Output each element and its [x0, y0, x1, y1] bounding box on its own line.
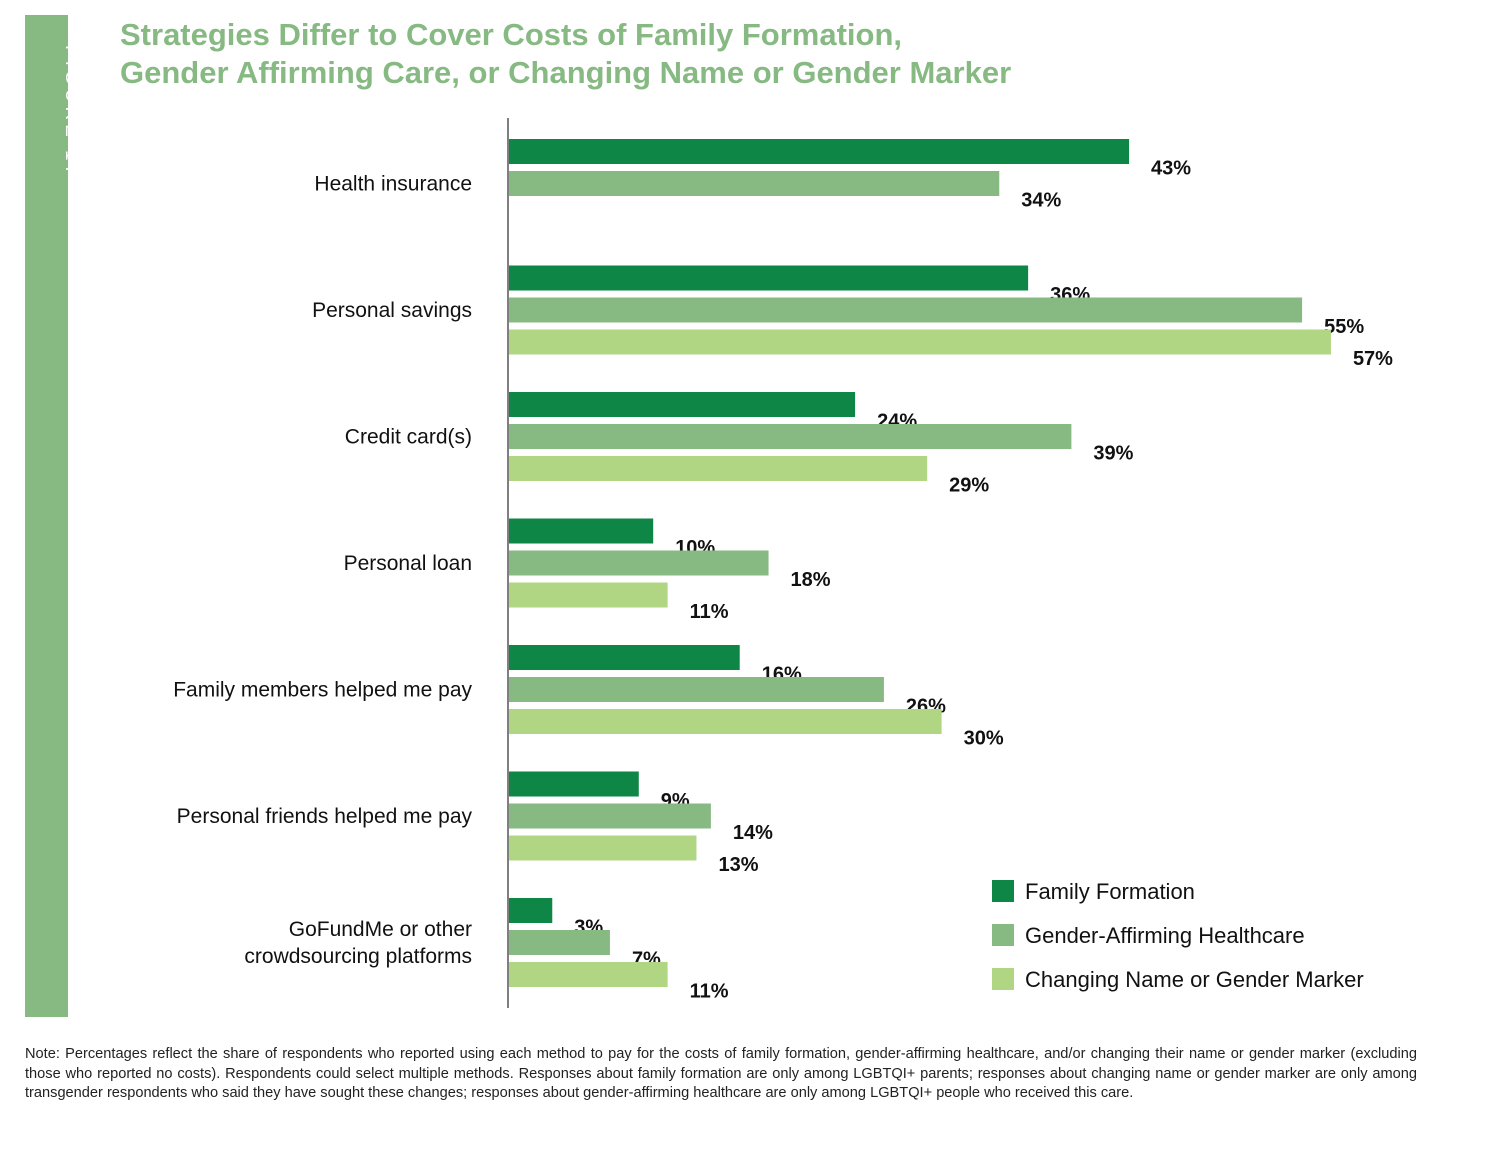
data-label: 30% — [964, 728, 1004, 750]
bar — [509, 139, 1130, 164]
bar — [509, 898, 553, 923]
data-label: 57% — [1353, 348, 1393, 370]
data-label: 11% — [690, 981, 729, 1003]
bar — [509, 329, 1331, 355]
bar — [509, 265, 1029, 291]
bar — [509, 171, 1000, 196]
data-label: 14% — [733, 822, 773, 844]
bar — [509, 962, 668, 987]
bar — [509, 456, 928, 481]
legend-label: Family Formation — [1025, 879, 1195, 904]
data-label: 13% — [718, 854, 758, 876]
chart-title-line-1: Strategies Differ to Cover Costs of Fami… — [120, 17, 903, 52]
data-label: 55% — [1324, 316, 1364, 338]
bar — [509, 709, 942, 734]
legend-swatch — [992, 924, 1014, 946]
legend-swatch — [992, 880, 1014, 902]
bar — [509, 771, 639, 797]
category-label: crowdsourcing platforms — [244, 945, 472, 968]
bar — [509, 518, 654, 544]
legend-label: Changing Name or Gender Marker — [1025, 967, 1364, 992]
data-label: 29% — [949, 475, 989, 497]
chart-title: Strategies Differ to Cover Costs of Fami… — [120, 16, 1011, 92]
category-label: GoFundMe or other — [289, 918, 472, 941]
bar — [509, 582, 668, 608]
data-label: 34% — [1021, 190, 1061, 212]
bar — [509, 392, 856, 417]
chart-note: Note: Percentages reflect the share of r… — [25, 1046, 1417, 1101]
bar — [509, 297, 1303, 323]
category-label: Health insurance — [314, 173, 472, 196]
chart-title-line-2: Gender Affirming Care, or Changing Name … — [120, 55, 1012, 90]
data-label: 11% — [690, 601, 729, 623]
data-label: 18% — [791, 569, 831, 591]
bar — [509, 930, 610, 955]
category-label: Personal savings — [312, 299, 472, 322]
category-label: Personal friends helped me pay — [177, 805, 473, 828]
bar — [509, 424, 1072, 449]
bar — [509, 645, 740, 670]
legend-swatch — [992, 968, 1014, 990]
category-label: Credit card(s) — [345, 426, 472, 449]
data-label: 43% — [1151, 158, 1191, 180]
bar — [509, 803, 711, 829]
bar — [509, 835, 697, 861]
figure-sidebar: FIGURE 17 — [25, 15, 82, 1017]
legend-label: Gender-Affirming Healthcare — [1025, 923, 1305, 948]
bar — [509, 550, 769, 576]
data-label: 39% — [1093, 443, 1133, 465]
bar — [509, 677, 884, 702]
category-label: Personal loan — [344, 552, 472, 575]
category-label: Family members helped me pay — [173, 679, 472, 702]
